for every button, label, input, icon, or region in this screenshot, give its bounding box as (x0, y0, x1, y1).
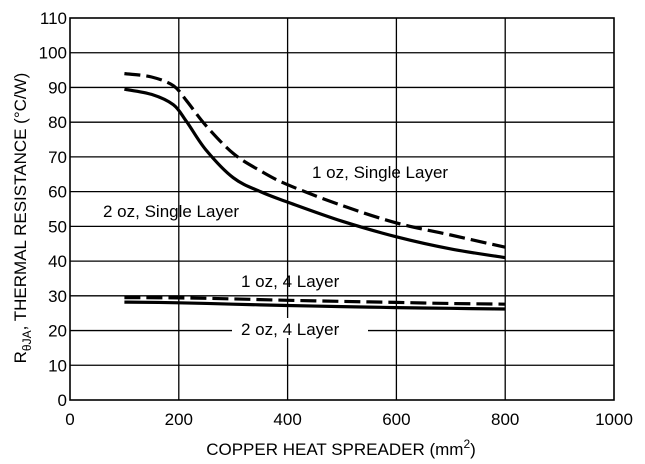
y-axis-title: RθJA, THERMAL RESISTANCE (°C/W) (11, 73, 34, 364)
x-axis-title: COPPER HEAT SPREADER (mm2) (206, 437, 476, 459)
series-label-1oz-single: 1 oz, Single Layer (312, 163, 448, 182)
y-tick-label: 10 (48, 356, 67, 375)
series-label-2oz-single: 2 oz, Single Layer (103, 202, 239, 221)
y-tick-label: 80 (48, 113, 67, 132)
x-tick-label: 600 (382, 410, 410, 429)
y-tick-label: 20 (48, 322, 67, 341)
y-tick-label: 60 (48, 183, 67, 202)
x-tick-label: 1000 (595, 410, 633, 429)
x-tick-label: 400 (273, 410, 301, 429)
plot-frame (69, 17, 615, 401)
curve-1oz-4-layer (124, 296, 506, 306)
y-tick-label: 40 (48, 252, 67, 271)
y-tick-label: 70 (48, 148, 67, 167)
y-tick-label: 50 (48, 217, 67, 236)
y-tick-label: 90 (48, 78, 67, 97)
curve-1oz-single-layer (124, 72, 506, 249)
series-curves (124, 72, 506, 311)
series-label-2oz-4layer: 2 oz, 4 Layer (241, 320, 340, 339)
y-tick-label: 0 (58, 391, 67, 410)
y-tick-label: 110 (40, 9, 67, 28)
tick-labels: 0 200 400 600 800 1000 0 10 20 30 40 50 60 70 80 90 100 1… (39, 9, 633, 429)
curve-2oz-single-layer (124, 87, 506, 260)
x-tick-label: 800 (491, 410, 519, 429)
x-tick-label: 200 (165, 410, 193, 429)
curve-2oz-4-layer (124, 300, 506, 311)
y-tick-label: 30 (48, 287, 67, 306)
series-label-1oz-4layer: 1 oz, 4 Layer (241, 272, 340, 291)
y-tick-label: 100 (39, 44, 67, 63)
label-backdrop (232, 318, 368, 338)
x-tick-label: 0 (65, 410, 74, 429)
